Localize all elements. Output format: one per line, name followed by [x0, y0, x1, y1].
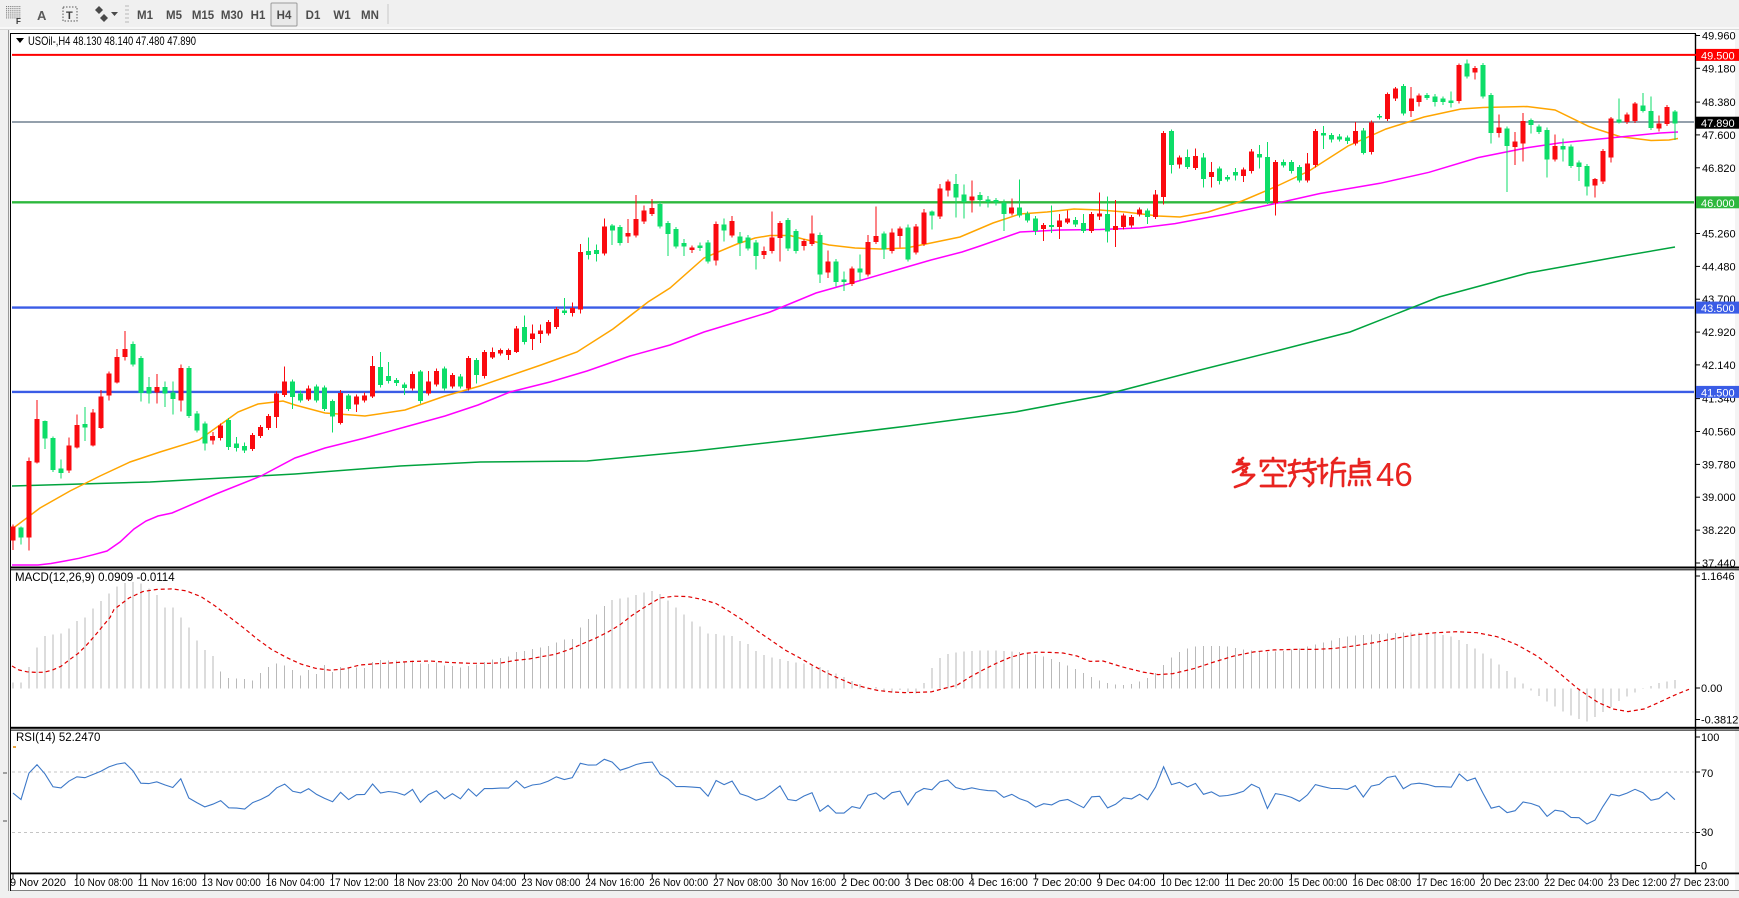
svg-text:0.00: 0.00 [1701, 683, 1722, 695]
svg-text:MACD(12,26,9) 0.0909 -0.0114: MACD(12,26,9) 0.0909 -0.0114 [15, 572, 175, 584]
svg-text:11 Dec 20:00: 11 Dec 20:00 [1225, 877, 1284, 889]
svg-text:3 Dec 08:00: 3 Dec 08:00 [905, 877, 964, 889]
svg-text:2 Dec 00:00: 2 Dec 00:00 [841, 877, 900, 889]
svg-text:18 Nov 23:00: 18 Nov 23:00 [394, 877, 453, 889]
svg-text:16 Dec 08:00: 16 Dec 08:00 [1352, 877, 1411, 889]
svg-text:48.380: 48.380 [1702, 97, 1736, 109]
svg-text:USOil-,H4 48.130 48.140 47.48: USOil-,H4 48.130 48.140 47.480 47.890 [28, 34, 196, 48]
svg-text:0: 0 [1701, 861, 1707, 873]
svg-text:39.780: 39.780 [1702, 459, 1736, 471]
svg-text:26 Nov 00:00: 26 Nov 00:00 [649, 877, 708, 889]
svg-text:9 Nov 2020: 9 Nov 2020 [10, 877, 66, 889]
svg-text:9 Dec 04:00: 9 Dec 04:00 [1097, 877, 1156, 889]
svg-text:46.000: 46.000 [1701, 198, 1735, 210]
svg-text:M30: M30 [221, 10, 243, 22]
svg-text:13 Nov 00:00: 13 Nov 00:00 [202, 877, 261, 889]
svg-text:10 Dec 12:00: 10 Dec 12:00 [1161, 877, 1220, 889]
svg-text:42.920: 42.920 [1702, 327, 1736, 339]
svg-text:47.600: 47.600 [1702, 130, 1736, 142]
svg-text:20 Dec 23:00: 20 Dec 23:00 [1480, 877, 1539, 889]
svg-text:MN: MN [361, 10, 379, 22]
svg-text:M5: M5 [166, 10, 183, 22]
svg-text:W1: W1 [333, 10, 351, 22]
svg-text:49.500: 49.500 [1701, 50, 1735, 62]
svg-text:27 Nov 08:00: 27 Nov 08:00 [713, 877, 772, 889]
svg-text:M15: M15 [192, 10, 215, 22]
svg-text:H4: H4 [277, 10, 292, 22]
svg-text:-0.3812: -0.3812 [1701, 715, 1738, 727]
svg-text:H1: H1 [251, 10, 266, 22]
svg-text:1.1646: 1.1646 [1701, 571, 1735, 583]
svg-text:41.500: 41.500 [1701, 387, 1735, 399]
svg-text:49.960: 49.960 [1702, 31, 1736, 43]
svg-text:30: 30 [1701, 827, 1713, 839]
svg-text:49.180: 49.180 [1702, 63, 1736, 75]
svg-text:F: F [16, 17, 21, 26]
svg-text:23 Dec 12:00: 23 Dec 12:00 [1608, 877, 1667, 889]
svg-text:RSI(14) 52.2470: RSI(14) 52.2470 [16, 732, 100, 744]
svg-text:45.260: 45.260 [1702, 229, 1736, 241]
svg-text:15 Dec 00:00: 15 Dec 00:00 [1288, 877, 1347, 889]
svg-text:40.560: 40.560 [1702, 427, 1736, 439]
svg-text:44.480: 44.480 [1702, 261, 1736, 273]
svg-text:M1: M1 [137, 10, 154, 22]
svg-text:4 Dec 16:00: 4 Dec 16:00 [969, 877, 1028, 889]
svg-text:70: 70 [1701, 768, 1713, 780]
svg-text:23 Nov 08:00: 23 Nov 08:00 [521, 877, 580, 889]
svg-text:T: T [66, 10, 73, 22]
svg-text:43.500: 43.500 [1701, 303, 1735, 315]
svg-text:39.000: 39.000 [1702, 492, 1736, 504]
svg-text:20 Nov 04:00: 20 Nov 04:00 [457, 877, 516, 889]
svg-text:38.220: 38.220 [1702, 525, 1736, 537]
svg-text:42.140: 42.140 [1702, 360, 1736, 372]
svg-text:D1: D1 [306, 10, 321, 22]
svg-text:100: 100 [1701, 732, 1719, 744]
svg-text:30 Nov 16:00: 30 Nov 16:00 [777, 877, 836, 889]
svg-text:11 Nov 16:00: 11 Nov 16:00 [138, 877, 197, 889]
svg-text:24 Nov 16:00: 24 Nov 16:00 [585, 877, 644, 889]
svg-text:17 Dec 16:00: 17 Dec 16:00 [1416, 877, 1475, 889]
svg-text:A: A [37, 8, 47, 23]
svg-text:46.820: 46.820 [1702, 163, 1736, 175]
svg-text:17 Nov 12:00: 17 Nov 12:00 [330, 877, 389, 889]
svg-text:10 Nov 08:00: 10 Nov 08:00 [74, 877, 133, 889]
svg-text:47.890: 47.890 [1701, 118, 1735, 130]
svg-text:16 Nov 04:00: 16 Nov 04:00 [266, 877, 325, 889]
svg-text:46: 46 [1376, 456, 1413, 493]
svg-text:37.440: 37.440 [1702, 558, 1736, 570]
svg-text:27 Dec 23:00: 27 Dec 23:00 [1670, 877, 1729, 889]
svg-text:7 Dec 20:00: 7 Dec 20:00 [1033, 877, 1092, 889]
svg-text:22 Dec 04:00: 22 Dec 04:00 [1544, 877, 1603, 889]
